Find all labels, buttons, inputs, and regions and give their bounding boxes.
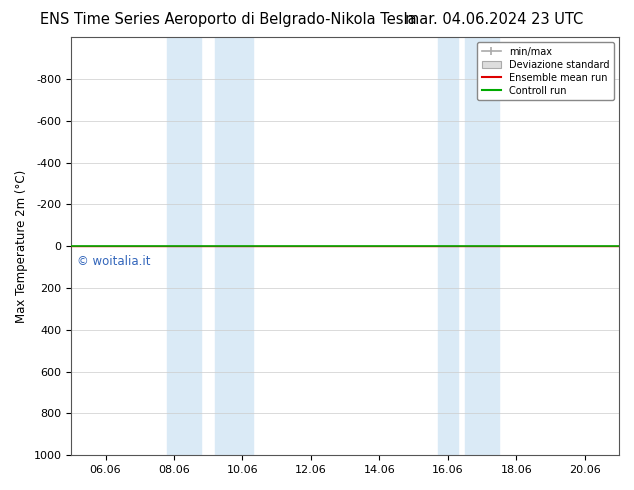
Bar (215, 37, 253, 455)
Text: © woitalia.it: © woitalia.it (77, 254, 150, 268)
Bar (167, 37, 202, 455)
Title: ENS Time Series Aeroporto di Belgrado-Nikola Tesla      mar. 04.06.2024 23 UTC: ENS Time Series Aeroporto di Belgrado-Ni… (0, 489, 1, 490)
Y-axis label: Max Temperature 2m (°C): Max Temperature 2m (°C) (15, 170, 28, 323)
Text: mar. 04.06.2024 23 UTC: mar. 04.06.2024 23 UTC (405, 12, 584, 27)
Bar (437, 37, 458, 455)
Text: ENS Time Series Aeroporto di Belgrado-Nikola Tesla: ENS Time Series Aeroporto di Belgrado-Ni… (40, 12, 417, 27)
Legend: min/max, Deviazione standard, Ensemble mean run, Controll run: min/max, Deviazione standard, Ensemble m… (477, 42, 614, 100)
Bar (465, 37, 499, 455)
